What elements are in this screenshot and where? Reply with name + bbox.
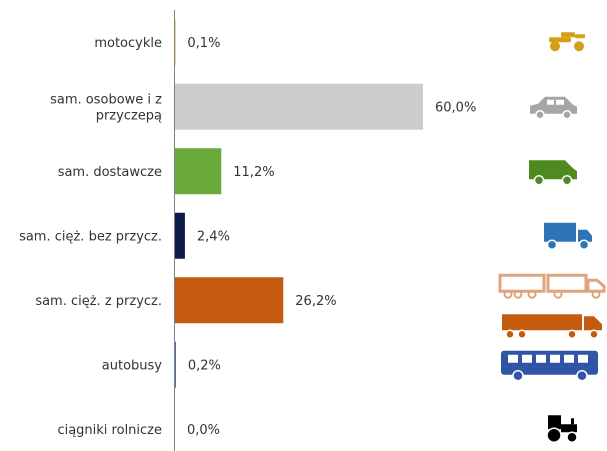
category-label-line: sam. dostawcze xyxy=(58,165,162,180)
value-label: 0,2% xyxy=(188,358,221,373)
tractor-icon xyxy=(546,415,578,443)
value-label: 0,0% xyxy=(187,423,220,438)
truck-icon xyxy=(544,222,592,250)
category-label-line: sam. cięż. bez przycz. xyxy=(19,229,162,244)
car-icon xyxy=(530,96,577,120)
motorcycle-icon xyxy=(549,32,585,52)
category-label: sam. osobowe i z przyczepą xyxy=(50,92,162,123)
bar-2 xyxy=(175,148,222,195)
category-label: autobusy xyxy=(102,358,163,373)
value-label: 11,2% xyxy=(233,165,274,180)
truck-trailer-icon xyxy=(498,273,606,339)
category-label-line: ciągniki rolnicze xyxy=(57,423,162,438)
category-label: motocykle xyxy=(94,36,162,51)
value-label: 60,0% xyxy=(435,100,476,115)
value-label: 2,4% xyxy=(197,229,230,244)
bar-1 xyxy=(175,83,423,130)
category-label: sam. dostawcze xyxy=(58,165,162,180)
bar-4 xyxy=(175,277,284,324)
value-label: 26,2% xyxy=(295,294,336,309)
category-label-line: motocykle xyxy=(94,36,162,51)
bus-icon xyxy=(501,350,598,382)
category-label-line: sam. cięż. z przycz. xyxy=(35,294,162,309)
bars-group xyxy=(175,19,423,388)
van-icon xyxy=(529,160,577,186)
category-label-line: sam. osobowe i z xyxy=(50,92,162,107)
value-label: 0,1% xyxy=(187,36,220,51)
category-labels: motocykle sam. osobowe i z przyczepą sam. d… xyxy=(19,36,162,438)
bar-3 xyxy=(175,212,185,259)
category-label-line: przyczepą xyxy=(96,108,162,123)
category-label: sam. cięż. z przycz. xyxy=(35,294,162,309)
category-label: ciągniki rolnicze xyxy=(57,423,162,438)
value-labels: 0,1% 60,0% 11,2% 2,4% 26,2% 0,2% 0,0% xyxy=(187,36,476,438)
category-label-line: autobusy xyxy=(102,358,163,373)
bar-5 xyxy=(175,341,176,388)
vehicle-icons xyxy=(498,32,606,443)
category-label: sam. cięż. bez przycz. xyxy=(19,229,162,244)
